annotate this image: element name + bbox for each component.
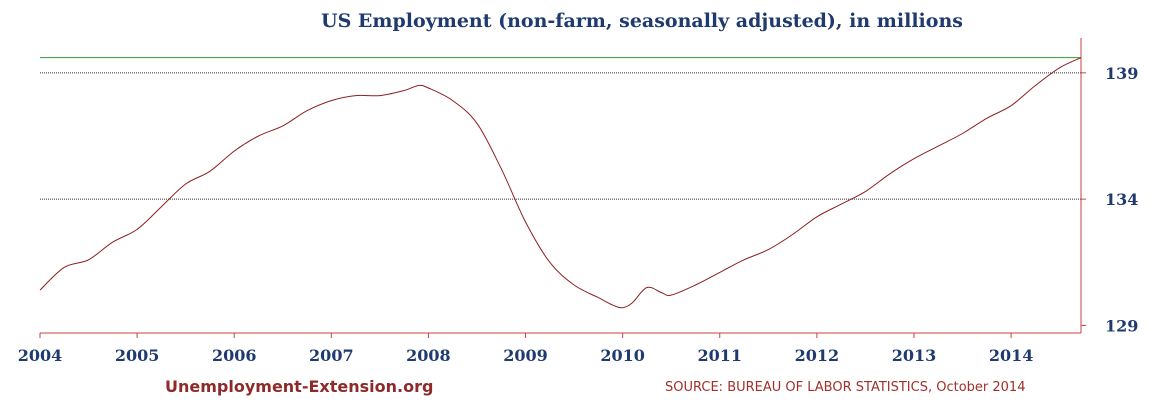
x-axis-ticks: 2004 2005 2006 2007 2008 2009 2010 2011 2012 2013… xyxy=(18,333,1034,365)
y-tick-label: 129 xyxy=(1105,316,1138,335)
axes xyxy=(40,38,1082,334)
brand-label: Unemployment-Extension.org xyxy=(165,377,433,396)
y-axis-ticks: 129 134 139 xyxy=(1081,64,1138,335)
employment-series-line xyxy=(39,57,1082,309)
x-tick-label: 2006 xyxy=(212,346,257,365)
x-tick-label: 2007 xyxy=(309,346,354,365)
x-tick-label: 2009 xyxy=(503,346,548,365)
y-tick-label: 139 xyxy=(1105,64,1138,83)
reference-lines xyxy=(40,57,1081,200)
x-tick-label: 2012 xyxy=(795,346,840,365)
x-tick-label: 2014 xyxy=(989,346,1034,365)
x-tick-label: 2005 xyxy=(115,346,160,365)
x-tick-label: 2010 xyxy=(600,346,645,365)
x-tick-label: 2013 xyxy=(892,346,937,365)
chart-title: US Employment (non-farm, seasonally adju… xyxy=(321,10,963,32)
x-tick-label: 2011 xyxy=(697,346,742,365)
x-tick-label: 2004 xyxy=(18,346,63,365)
x-tick-label: 2008 xyxy=(406,346,451,365)
source-label: SOURCE: BUREAU OF LABOR STATISTICS, Octo… xyxy=(665,380,1025,395)
y-tick-label: 134 xyxy=(1105,190,1138,209)
